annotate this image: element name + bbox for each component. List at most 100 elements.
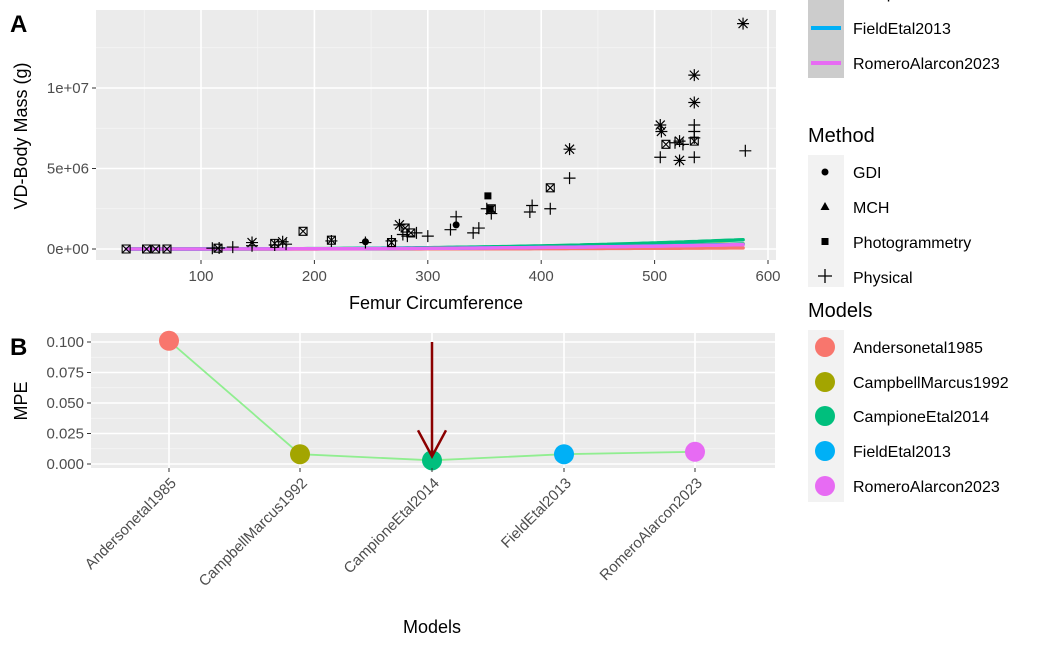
panel-a-ticks: 100 200 300 400 500 600 0e+00 5e+06 1e+07 [47, 80, 781, 285]
panel-a-tag: A [10, 11, 27, 38]
model-label-romero: RomeroAlarcon2023 [853, 479, 1000, 496]
data-point-asterisk [688, 96, 701, 109]
b-ytick-label: 0.000 [46, 456, 84, 473]
data-point-asterisk [673, 135, 686, 148]
data-point-asterisk [737, 17, 750, 30]
b-xtick-label: CampbellMarcus1992 [196, 475, 311, 590]
b-xtick-label: Andersonetal1985 [82, 475, 180, 573]
a-xtick-label: 100 [188, 268, 213, 285]
data-point-physical [421, 230, 434, 243]
data-point-physical [226, 241, 239, 254]
mpe-point-fieldetal2013 [554, 444, 574, 465]
data-point-physical [544, 202, 557, 215]
data-point-boxed [326, 235, 336, 245]
b-ytick-label: 0.025 [46, 426, 84, 443]
legend-area: Campione... FieldEtal2013 RomeroAlarcon2… [808, 0, 1009, 502]
mpe-point-campioneetal2014 [422, 450, 442, 471]
a-ytick-label: 5e+06 [47, 161, 89, 178]
data-point-asterisk [563, 143, 576, 156]
data-point-boxed [406, 228, 416, 238]
photogrammetry-glyph-icon [821, 238, 829, 245]
a-ytick-label: 1e+07 [47, 80, 89, 97]
data-point-asterisk [393, 218, 406, 231]
a-xtick-label: 500 [642, 268, 667, 285]
data-point-physical [563, 172, 576, 185]
data-point-boxed [386, 238, 397, 248]
models-legend-title: Models [808, 300, 872, 322]
model-key-anderson [815, 337, 835, 357]
panel-a-xlabel: Femur Circumference [349, 293, 523, 313]
b-xtick-label: FieldEtal2013 [498, 475, 575, 552]
data-point-physical [467, 226, 480, 239]
method-label-photogrammetry: Photogrammetry [853, 235, 971, 252]
data-point-asterisk [246, 236, 259, 249]
data-point-physical [688, 151, 701, 164]
fit-legend-keys-bg [808, 0, 844, 78]
data-point-asterisk [655, 125, 668, 138]
model-key-romero [815, 476, 835, 496]
data-point-physical [450, 210, 463, 223]
method-label-physical: Physical [853, 270, 913, 287]
model-key-campbell [815, 372, 835, 392]
data-point-physical [444, 223, 457, 236]
panel-a-fit-lines [124, 237, 745, 251]
panel-a-background [96, 10, 776, 260]
panel-b-ylabel: MPE [11, 381, 31, 420]
data-point-boxed [213, 243, 223, 253]
panel-b-tag: B [10, 334, 27, 361]
b-xtick-label: CampioneEtal2014 [341, 475, 443, 577]
data-point-asterisk [654, 119, 667, 132]
data-point-physical [523, 205, 536, 218]
b-ytick-label: 0.050 [46, 395, 84, 412]
data-point-photogrammetry [486, 205, 494, 213]
a-xtick-label: 200 [302, 268, 327, 285]
data-point-boxed [270, 238, 280, 248]
data-point-gdi [361, 238, 369, 246]
model-key-campione [815, 406, 835, 426]
fit-legend-label-romero: RomeroAlarcon2023 [853, 56, 1000, 73]
data-point-asterisk [688, 69, 701, 82]
mpe-point-romeroalarcon2023 [685, 441, 705, 462]
data-point-boxed [486, 204, 496, 214]
data-point-asterisk [673, 154, 686, 167]
model-label-field: FieldEtal2013 [853, 444, 951, 461]
mch-glyph-icon [820, 202, 830, 210]
physical-glyph-icon [818, 269, 832, 283]
data-point-boxed [162, 244, 172, 254]
model-label-campione: CampioneEtal2014 [853, 409, 989, 426]
panel-b-xlabel: Models [403, 617, 461, 637]
panel-b-arrow-annotation [416, 342, 448, 459]
data-point-physical [739, 144, 752, 157]
data-point-boxed [545, 183, 555, 193]
model-key-field [815, 441, 835, 461]
panel-a-scatter: 100 200 300 400 500 600 0e+00 5e+06 1e+07 Femur … [11, 10, 781, 313]
fit-legend-label-field: FieldEtal2013 [853, 21, 951, 38]
fit-line-romeroalarcon2023 [124, 242, 745, 251]
a-xtick-label: 300 [415, 268, 440, 285]
panel-b-points [159, 330, 705, 471]
data-point-boxed [661, 139, 671, 149]
data-point-physical [526, 199, 539, 212]
method-label-gdi: GDI [853, 165, 881, 182]
data-point-boxed [689, 136, 699, 146]
panel-b-mpe: 0.000 0.025 0.050 0.075 0.100 Andersonetal198… [11, 330, 775, 637]
method-legend-keys-bg [808, 155, 844, 287]
data-point-photogrammetry [484, 192, 492, 200]
mpe-point-campbellmarcus1992 [290, 444, 310, 465]
data-point-physical [410, 226, 423, 239]
panel-a-ylabel: VD-Body Mass (g) [11, 62, 31, 209]
mpe-point-andersonetal1985 [159, 330, 179, 351]
arrow-head-icon [416, 429, 448, 459]
data-point-gdi [452, 221, 460, 229]
data-point-boxed [400, 223, 410, 233]
model-label-anderson: Andersonetal1985 [853, 340, 983, 357]
method-label-mch: MCH [853, 200, 889, 217]
data-point-boxed [151, 244, 161, 254]
method-legend-title: Method [808, 125, 875, 147]
b-ytick-label: 0.075 [46, 365, 84, 382]
a-xtick-label: 600 [755, 268, 780, 285]
data-point-physical [472, 222, 485, 235]
gdi-glyph-icon [821, 168, 829, 176]
data-point-physical [654, 151, 667, 164]
